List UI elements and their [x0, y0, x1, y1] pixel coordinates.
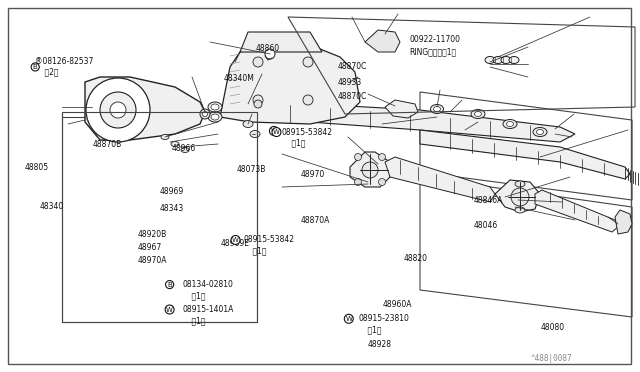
Polygon shape	[420, 130, 630, 179]
Text: （1）: （1）	[282, 139, 305, 148]
Text: 48340M: 48340M	[224, 74, 255, 83]
Circle shape	[200, 109, 210, 119]
Ellipse shape	[536, 129, 543, 135]
Circle shape	[86, 78, 150, 142]
Text: （1）: （1）	[243, 247, 267, 256]
Ellipse shape	[208, 102, 222, 112]
Polygon shape	[385, 100, 418, 118]
Text: 48870C: 48870C	[338, 92, 367, 101]
Text: （1）: （1）	[182, 291, 206, 300]
Circle shape	[303, 57, 313, 67]
Circle shape	[110, 102, 126, 118]
Circle shape	[362, 162, 378, 178]
Circle shape	[303, 95, 313, 105]
Ellipse shape	[503, 119, 517, 128]
Ellipse shape	[515, 181, 525, 187]
Polygon shape	[85, 77, 205, 140]
Ellipse shape	[533, 128, 547, 137]
Text: 48870B: 48870B	[93, 140, 122, 149]
Text: 08134-02810: 08134-02810	[182, 280, 233, 289]
Ellipse shape	[471, 109, 485, 119]
Text: 08915-23810: 08915-23810	[358, 314, 409, 323]
Polygon shape	[230, 100, 575, 142]
Circle shape	[100, 92, 136, 128]
Text: ^488|0087: ^488|0087	[531, 354, 573, 363]
Text: 48960A: 48960A	[383, 300, 412, 309]
Text: 48860: 48860	[256, 44, 280, 53]
Ellipse shape	[250, 131, 260, 138]
Polygon shape	[350, 152, 390, 187]
Text: 08915-53842: 08915-53842	[243, 235, 294, 244]
Ellipse shape	[208, 112, 222, 122]
Text: W: W	[346, 316, 352, 322]
Text: 48080: 48080	[541, 323, 565, 332]
Ellipse shape	[431, 105, 444, 113]
Text: W: W	[271, 128, 277, 134]
Text: 48340: 48340	[40, 202, 64, 211]
Text: （1）: （1）	[182, 316, 206, 325]
Text: 48966: 48966	[172, 144, 196, 153]
Polygon shape	[495, 180, 540, 212]
Ellipse shape	[243, 121, 253, 128]
Polygon shape	[385, 157, 495, 202]
Ellipse shape	[181, 148, 189, 153]
Polygon shape	[615, 210, 632, 234]
Text: 48870A: 48870A	[301, 216, 330, 225]
Text: 48805: 48805	[24, 163, 49, 172]
Text: ®08126-82537
    （2）: ®08126-82537 （2）	[35, 57, 93, 77]
Circle shape	[355, 154, 362, 160]
Polygon shape	[220, 47, 360, 124]
Polygon shape	[365, 30, 400, 52]
Text: 48928: 48928	[368, 340, 392, 349]
Text: B: B	[33, 64, 38, 70]
Text: 48920B: 48920B	[138, 230, 167, 239]
Circle shape	[265, 49, 275, 59]
Circle shape	[511, 188, 529, 206]
Bar	[62, 117, 257, 322]
Text: W: W	[232, 237, 239, 243]
Text: 08915-53842: 08915-53842	[282, 128, 333, 137]
Text: 48820: 48820	[403, 254, 428, 263]
Ellipse shape	[485, 57, 495, 64]
Text: 08915-1401A: 08915-1401A	[182, 305, 234, 314]
Text: W: W	[166, 307, 173, 312]
Text: 00922-11700: 00922-11700	[410, 35, 461, 44]
Text: 48970A: 48970A	[138, 256, 167, 265]
Ellipse shape	[211, 104, 219, 110]
Circle shape	[378, 154, 385, 160]
Text: 48870C: 48870C	[338, 62, 367, 71]
Ellipse shape	[515, 207, 525, 213]
Circle shape	[253, 57, 263, 67]
Ellipse shape	[506, 122, 513, 126]
Bar	[62, 112, 257, 322]
Circle shape	[355, 179, 362, 186]
Ellipse shape	[433, 106, 440, 112]
Circle shape	[378, 179, 385, 186]
Ellipse shape	[171, 141, 179, 147]
Text: RINGリング（1）: RINGリング（1）	[410, 48, 457, 57]
Text: W: W	[273, 129, 280, 135]
Polygon shape	[240, 32, 322, 52]
Circle shape	[254, 100, 262, 108]
Text: （1）: （1）	[358, 326, 382, 334]
Ellipse shape	[501, 57, 511, 64]
Text: B: B	[167, 282, 172, 288]
Circle shape	[202, 112, 207, 116]
Text: 48046: 48046	[474, 221, 498, 230]
Circle shape	[253, 95, 263, 105]
Ellipse shape	[211, 114, 219, 120]
Ellipse shape	[493, 57, 503, 64]
Text: 48933: 48933	[338, 78, 362, 87]
Ellipse shape	[474, 112, 481, 116]
Text: 48343: 48343	[160, 204, 184, 213]
Text: 48846A: 48846A	[474, 196, 503, 205]
Text: 48967: 48967	[138, 243, 162, 252]
Text: 48073B: 48073B	[237, 165, 266, 174]
Ellipse shape	[509, 57, 519, 64]
Polygon shape	[535, 190, 618, 232]
Ellipse shape	[161, 135, 169, 140]
Text: 48969E: 48969E	[221, 239, 250, 248]
Text: 48970: 48970	[301, 170, 325, 179]
Text: 48969: 48969	[160, 187, 184, 196]
